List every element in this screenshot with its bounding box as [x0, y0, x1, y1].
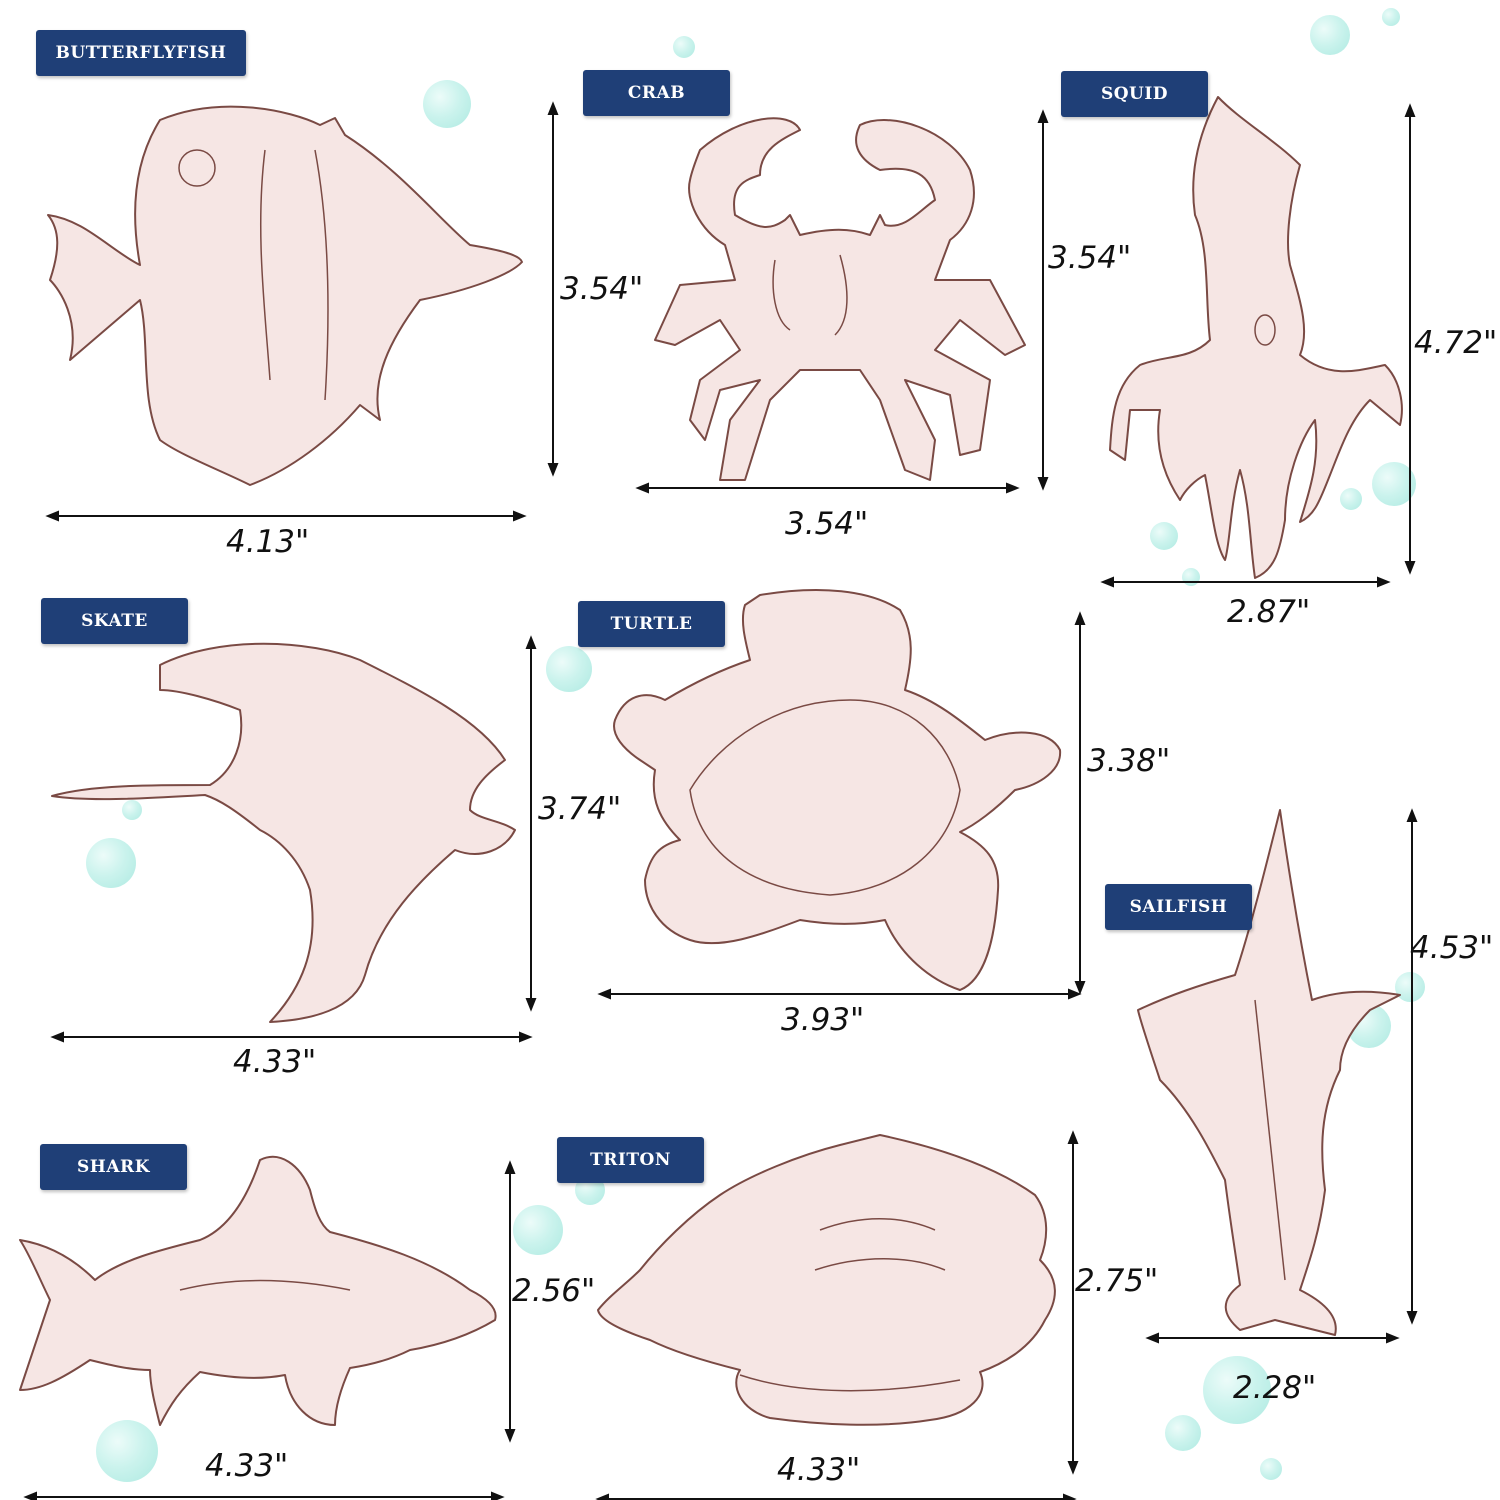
turtle-label: TURTLE: [578, 601, 725, 647]
turtle-width: 3.93": [781, 1002, 865, 1038]
butterflyfish-height: 3.54": [560, 271, 644, 307]
bubble: [673, 36, 695, 58]
butterflyfish-width: 4.13": [226, 524, 310, 560]
skate-label: SKATE: [41, 598, 188, 644]
turtle-piece: [613, 589, 1062, 991]
skate-width: 4.33": [233, 1044, 317, 1080]
bubble: [86, 838, 136, 888]
triton-label: TRITON: [557, 1137, 704, 1183]
shark-piece: [19, 1155, 497, 1426]
triton-piece: [597, 1134, 1056, 1426]
bubble: [513, 1205, 563, 1255]
bubble: [1395, 972, 1425, 1002]
shark-label: SHARK: [40, 1144, 187, 1190]
bubble: [1165, 1415, 1201, 1451]
bubble: [1203, 1356, 1271, 1424]
crab-piece: [654, 117, 1026, 481]
bubble: [1372, 462, 1416, 506]
bubble: [96, 1420, 158, 1482]
sailfish-height: 4.53": [1410, 930, 1494, 966]
squid-height: 4.72": [1414, 325, 1498, 361]
bubble: [546, 646, 592, 692]
bubble: [423, 80, 471, 128]
bubble: [1260, 1458, 1282, 1480]
crab-height: 3.54": [1048, 240, 1132, 276]
bubble: [1310, 15, 1350, 55]
shark-width: 4.33": [205, 1448, 289, 1484]
sailfish-piece: [1137, 809, 1401, 1336]
bubble: [122, 800, 142, 820]
turtle-height: 3.38": [1087, 743, 1171, 779]
squid-label: SQUID: [1061, 71, 1208, 117]
skate-height: 3.74": [538, 791, 622, 827]
crab-label: CRAB: [583, 70, 730, 116]
bubble: [1150, 522, 1178, 550]
skate-piece: [51, 642, 516, 1023]
shark-height: 2.56": [512, 1273, 596, 1309]
butterflyfish-piece: [47, 105, 523, 486]
butterflyfish-label: BUTTERFLYFISH: [36, 30, 246, 76]
bubble: [1382, 8, 1400, 26]
sailfish-label: SAILFISH: [1105, 884, 1252, 930]
sailfish-width: 2.28": [1233, 1370, 1317, 1406]
squid-width: 2.87": [1227, 594, 1311, 630]
crab-width: 3.54": [785, 506, 869, 542]
bubble: [1340, 488, 1362, 510]
triton-height: 2.75": [1075, 1263, 1159, 1299]
triton-width: 4.33": [777, 1452, 861, 1488]
